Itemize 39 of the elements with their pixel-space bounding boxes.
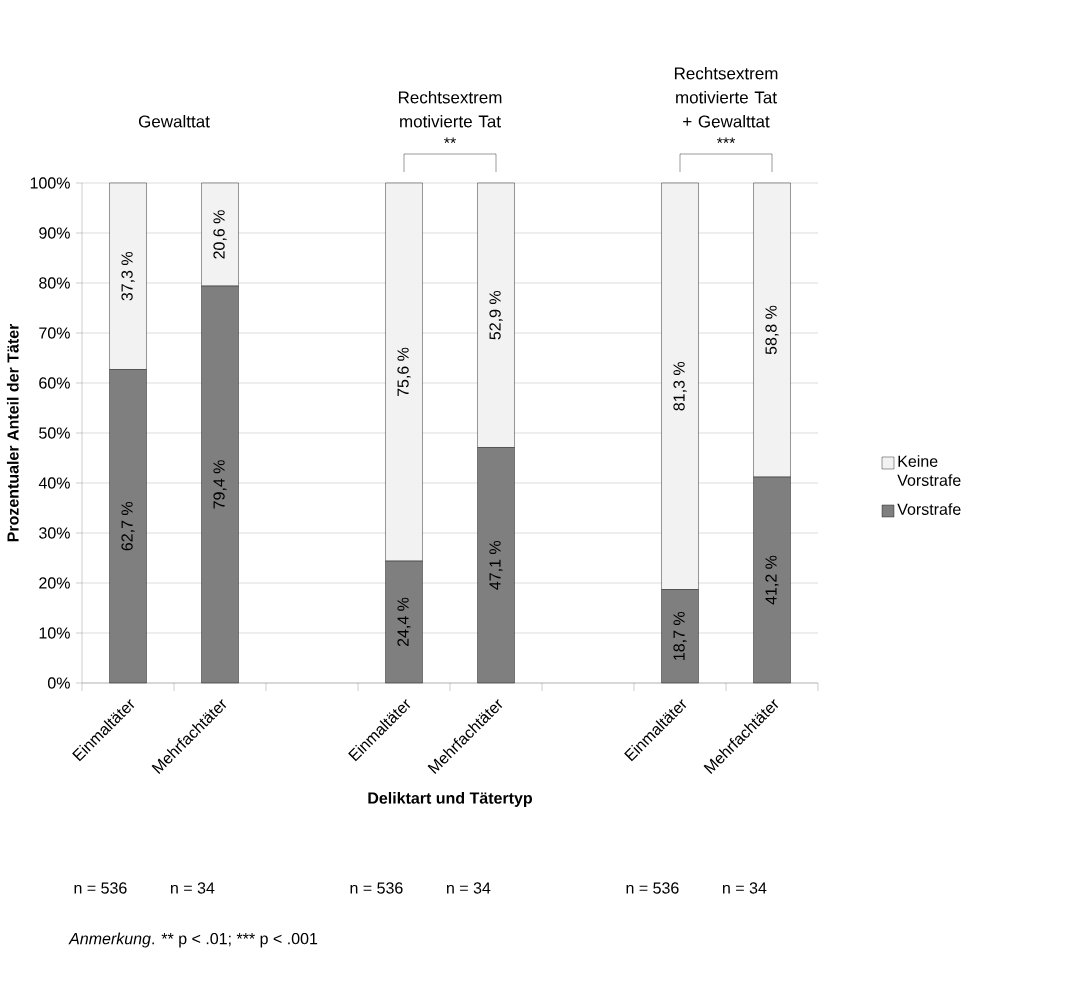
data-label: 62,7 % [121, 501, 135, 551]
data-label: 47,1 % [489, 540, 503, 590]
y-tick-label: 10% [39, 627, 70, 639]
y-tick-label: 30% [39, 527, 70, 539]
data-label: 58,8 % [765, 305, 779, 355]
text: ** [444, 137, 456, 144]
y-axis-title: Prozentualer Anteil der Täter [6, 323, 19, 542]
text: Gewalttat [138, 114, 210, 128]
data-label: 41,2 % [765, 555, 779, 605]
y-tick-label: 100% [30, 177, 70, 189]
y-tick-label: 50% [39, 427, 70, 439]
data-label: 20,6 % [213, 210, 227, 259]
data-label: 81,3 % [673, 361, 687, 411]
text: n = 34 [171, 882, 215, 894]
text: n = 536 [350, 882, 403, 894]
text: Rechtsextrem motivierte Tat [398, 90, 502, 128]
text: Rechtsextrem motivierte Tat + Gewalttat [674, 66, 778, 128]
text: Anmerkung. ** p < .01; *** p < .001 [68, 932, 318, 948]
legend-label: Vorstrafe [897, 503, 961, 515]
data-label: 18,7 % [673, 611, 687, 660]
y-tick-label: 20% [39, 577, 70, 589]
text: n = 536 [74, 882, 127, 894]
data-label: 79,4 % [213, 460, 227, 509]
text: *** [716, 137, 736, 144]
y-tick-label: 60% [39, 377, 70, 389]
x-axis-title: Deliktart und Tätertyp [368, 792, 533, 807]
y-tick-label: 70% [39, 327, 70, 339]
text: n = 34 [447, 882, 491, 894]
legend-label: Keine Vorstrafe [897, 455, 961, 486]
y-tick-label: 40% [38, 477, 70, 489]
data-label: 75,6 % [397, 347, 411, 397]
data-label: 37,3 % [121, 251, 135, 301]
data-label: 24,4 % [397, 597, 411, 647]
y-tick-label: 0% [47, 677, 70, 689]
y-tick-label: 90% [39, 227, 70, 239]
text: n = 34 [723, 882, 767, 894]
text: n = 536 [626, 882, 679, 894]
y-tick-label: 80% [39, 277, 70, 289]
data-label: 52,9 % [489, 290, 503, 340]
